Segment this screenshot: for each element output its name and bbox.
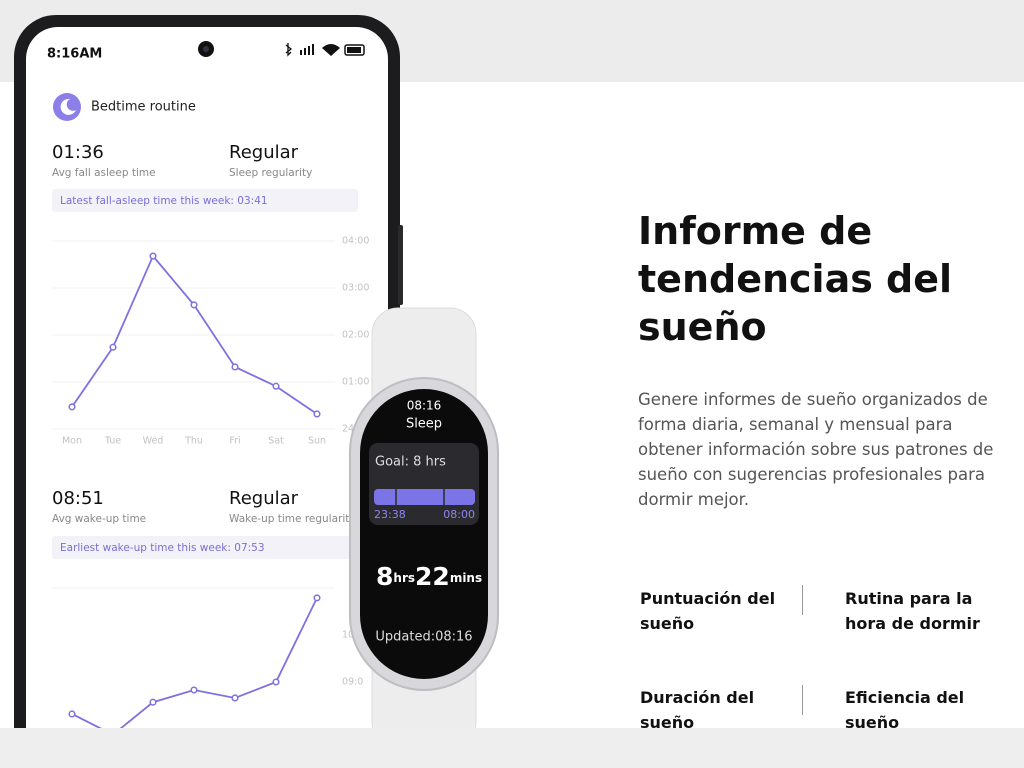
stat-label: Avg fall asleep time bbox=[52, 167, 156, 179]
watch-updated: Updated:08:16 bbox=[375, 630, 472, 645]
y-tick-label: 09:0 bbox=[342, 677, 363, 688]
watch-time: 08:16 bbox=[407, 399, 442, 413]
point bbox=[231, 694, 239, 702]
feature-item: Duración del sueño bbox=[640, 688, 755, 732]
note-box bbox=[52, 189, 358, 212]
sleep-bar bbox=[374, 489, 475, 505]
stat-label: Sleep regularity bbox=[229, 167, 312, 179]
x-tick-label: Wed bbox=[143, 436, 164, 447]
point bbox=[149, 698, 157, 706]
stat-value: Regular bbox=[229, 488, 299, 509]
x-tick-label: Mon bbox=[62, 436, 82, 447]
point bbox=[190, 301, 198, 309]
point bbox=[272, 678, 280, 686]
y-tick-label: 02:00 bbox=[342, 330, 369, 341]
camera-lens bbox=[203, 46, 209, 52]
status-icons bbox=[285, 43, 365, 57]
minutes-unit: mins bbox=[450, 571, 482, 585]
x-tick-label: Fri bbox=[229, 436, 240, 447]
x-tick-label: Tue bbox=[104, 436, 121, 447]
stat-label: Avg wake-up time bbox=[52, 513, 146, 525]
feature-item: Eficiencia del sueño bbox=[845, 688, 965, 732]
feature-item: Rutina para la hora de dormir bbox=[845, 589, 980, 633]
point bbox=[231, 363, 239, 371]
x-tick-label: Sat bbox=[268, 436, 284, 447]
moon-icon bbox=[60, 98, 76, 115]
bottom-band bbox=[0, 728, 1024, 768]
sleep-start: 23:38 bbox=[374, 508, 406, 521]
note-box bbox=[52, 536, 358, 559]
stat-value: Regular bbox=[229, 142, 299, 163]
y-tick-label: 24 bbox=[342, 424, 354, 435]
feature-item: Puntuación del sueño bbox=[640, 589, 776, 633]
sleep-end: 08:00 bbox=[443, 508, 475, 521]
point bbox=[272, 382, 280, 390]
x-tick-label: Sun bbox=[308, 436, 326, 447]
sleep-duration: 8hrs22mins bbox=[376, 562, 482, 591]
note: Earliest wake-up time this week: 07:53 bbox=[60, 542, 265, 554]
separator bbox=[802, 585, 803, 615]
point bbox=[68, 710, 76, 718]
feature-description: Genere informes de sueño organizados de … bbox=[638, 390, 994, 509]
card-title: Bedtime routine bbox=[91, 100, 196, 115]
stat-label: Wake-up time regularity bbox=[229, 513, 356, 525]
watch-goal: Goal: 8 hrs bbox=[375, 455, 446, 470]
hours-unit: hrs bbox=[393, 571, 415, 585]
point bbox=[109, 343, 117, 351]
point bbox=[190, 686, 198, 694]
minutes: 22 bbox=[415, 562, 450, 591]
fall-asleep-chart: 04:00 03:00 02:00 01:00 24 Mon Tue Wed Thu Fri Sat… bbox=[52, 236, 369, 447]
status-time: 8:16AM bbox=[47, 47, 102, 62]
x-tick-label: Thu bbox=[184, 436, 203, 447]
phone-screen bbox=[26, 27, 388, 768]
phone-button bbox=[398, 225, 403, 305]
point bbox=[68, 403, 76, 411]
separator bbox=[802, 685, 803, 715]
stat-value: 01:36 bbox=[52, 142, 104, 163]
y-tick-label: 04:00 bbox=[342, 236, 369, 247]
hours: 8 bbox=[376, 562, 393, 591]
y-tick-label: 01:00 bbox=[342, 377, 369, 388]
watch-title: Sleep bbox=[406, 417, 442, 432]
point bbox=[313, 410, 321, 418]
y-tick-label: 03:00 bbox=[342, 283, 369, 294]
point bbox=[313, 594, 321, 602]
stat-value: 08:51 bbox=[52, 488, 104, 509]
point bbox=[149, 252, 157, 260]
feature-title: Informe de tendencias del sueño bbox=[638, 209, 953, 349]
y-tick-label: 10 bbox=[342, 630, 354, 641]
note: Latest fall-asleep time this week: 03:41 bbox=[60, 195, 268, 207]
